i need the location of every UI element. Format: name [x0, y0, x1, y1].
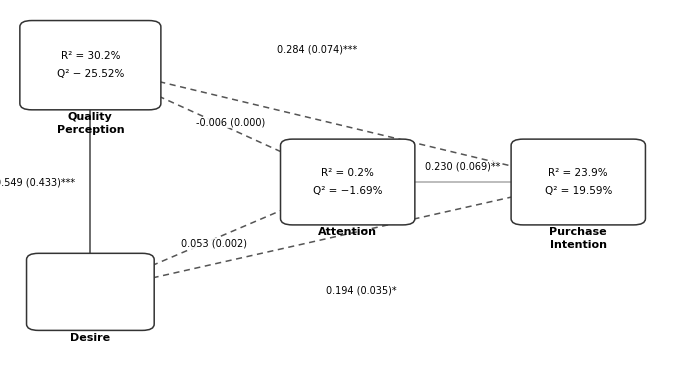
- Text: R² = 30.2%: R² = 30.2%: [61, 51, 120, 61]
- FancyBboxPatch shape: [20, 20, 161, 110]
- Text: R² = 23.9%: R² = 23.9%: [548, 168, 608, 178]
- Text: Desire: Desire: [70, 333, 110, 343]
- Text: 0.053 (0.002): 0.053 (0.002): [181, 238, 247, 248]
- Text: Q² − 25.52%: Q² − 25.52%: [57, 69, 124, 79]
- Text: Purchase
Intention: Purchase Intention: [550, 227, 607, 250]
- Text: 0.194 (0.035)*: 0.194 (0.035)*: [326, 285, 396, 295]
- Text: 0.284 (0.074)***: 0.284 (0.074)***: [278, 45, 358, 55]
- Text: Q² = −1.69%: Q² = −1.69%: [313, 186, 383, 196]
- Text: R² = 0.2%: R² = 0.2%: [321, 168, 374, 178]
- Text: 0.549 (0.433)***: 0.549 (0.433)***: [0, 177, 75, 187]
- Text: Attention: Attention: [318, 227, 377, 237]
- Text: -0.006 (0.000): -0.006 (0.000): [196, 118, 265, 128]
- FancyBboxPatch shape: [511, 139, 645, 225]
- FancyBboxPatch shape: [280, 139, 415, 225]
- FancyBboxPatch shape: [27, 253, 154, 331]
- Text: Q² = 19.59%: Q² = 19.59%: [545, 186, 612, 196]
- Text: Quality
Perception: Quality Perception: [57, 112, 124, 135]
- Text: 0.230 (0.069)**: 0.230 (0.069)**: [425, 161, 501, 171]
